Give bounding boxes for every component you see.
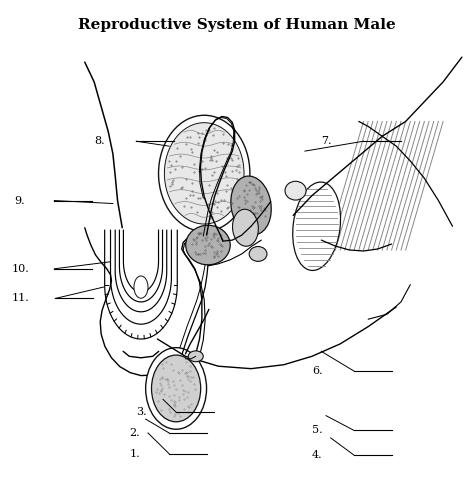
Ellipse shape [158,116,250,232]
Text: 1.: 1. [129,448,140,458]
Text: 2.: 2. [129,428,140,438]
Text: 3.: 3. [137,407,147,417]
Text: 5.: 5. [312,426,323,436]
Ellipse shape [233,209,258,246]
Text: 8.: 8. [94,136,105,146]
Ellipse shape [188,351,203,362]
Ellipse shape [134,276,148,298]
Text: 4.: 4. [312,450,323,460]
Ellipse shape [249,246,267,262]
Ellipse shape [164,122,244,224]
Text: 7.: 7. [321,136,332,146]
Ellipse shape [186,226,230,265]
Text: 6.: 6. [312,366,323,376]
Ellipse shape [285,182,306,200]
Ellipse shape [293,182,340,270]
Ellipse shape [231,176,271,235]
Ellipse shape [146,348,207,429]
Text: 11.: 11. [11,294,29,304]
Ellipse shape [152,355,201,422]
Text: Reproductive System of Human Male: Reproductive System of Human Male [78,18,396,32]
Text: 9.: 9. [15,196,25,205]
Text: 10.: 10. [11,264,29,274]
